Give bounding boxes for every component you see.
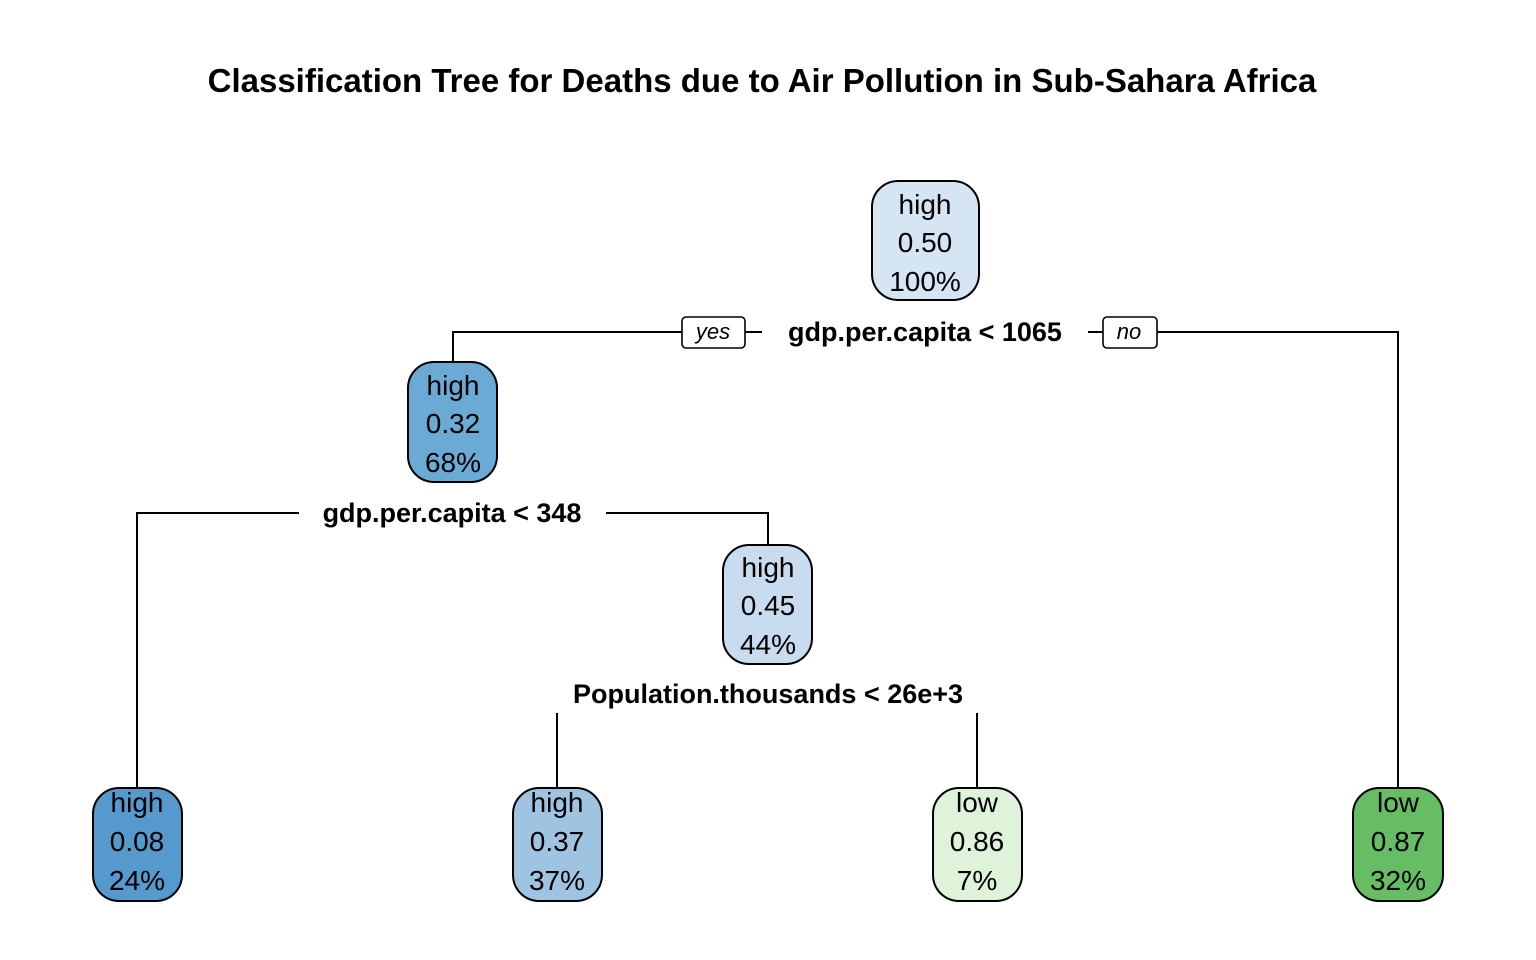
node-box (722, 544, 813, 665)
edge-label-no-text: no (1117, 319, 1141, 344)
split-label-root: gdp.per.capita < 1065 (788, 317, 1062, 347)
tree-edges (136, 331, 1399, 788)
split-label-n2: gdp.per.capita < 348 (323, 498, 582, 528)
tree-leaf-a: high 0.08 24% (92, 787, 183, 902)
node-percentage: 24% (109, 865, 165, 896)
node-box (1352, 787, 1444, 902)
diagram-title: Classification Tree for Deaths due to Ai… (208, 62, 1317, 99)
edge-root-left (452, 331, 682, 362)
node-percentage: 7% (957, 865, 997, 896)
node-class-label: low (956, 787, 999, 818)
node-box (932, 787, 1023, 902)
node-percentage: 37% (529, 865, 585, 896)
tree-node-n5: high 0.45 44% (722, 544, 813, 665)
node-class-label: high (427, 370, 480, 401)
node-box (92, 787, 183, 902)
node-probability: 0.50 (898, 227, 953, 258)
node-probability: 0.45 (741, 590, 796, 621)
edge-root-right (1157, 331, 1399, 788)
node-class-label: high (531, 787, 584, 818)
node-box (407, 361, 498, 483)
edge-n2-left (136, 512, 299, 788)
node-percentage: 44% (740, 629, 796, 660)
split-label-n5: Population.thousands < 26e+3 (573, 679, 963, 709)
node-class-label: high (742, 552, 795, 583)
node-probability: 0.08 (110, 826, 165, 857)
edge-label-no: no (1102, 316, 1158, 349)
node-class-label: high (111, 787, 164, 818)
node-probability: 0.86 (950, 826, 1005, 857)
node-probability: 0.37 (530, 826, 585, 857)
edge-label-yes-text: yes (694, 319, 730, 344)
node-probability: 0.32 (426, 408, 481, 439)
tree-leaf-c: low 0.86 7% (932, 787, 1023, 902)
node-probability: 0.87 (1371, 826, 1426, 857)
tree-node-n2: high 0.32 68% (407, 361, 498, 483)
tree-leaf-d: low 0.87 32% (1352, 787, 1444, 902)
node-percentage: 68% (425, 447, 481, 478)
node-percentage: 32% (1370, 865, 1426, 896)
tree-node-root: high 0.50 100% (871, 180, 980, 301)
node-class-label: low (1377, 787, 1420, 818)
node-box (871, 180, 980, 301)
edge-label-yes: yes (681, 316, 746, 349)
edge-n2-right (606, 512, 769, 545)
node-percentage: 100% (889, 266, 961, 297)
node-class-label: high (899, 189, 952, 220)
node-box (512, 787, 603, 902)
tree-leaf-b: high 0.37 37% (512, 787, 603, 902)
